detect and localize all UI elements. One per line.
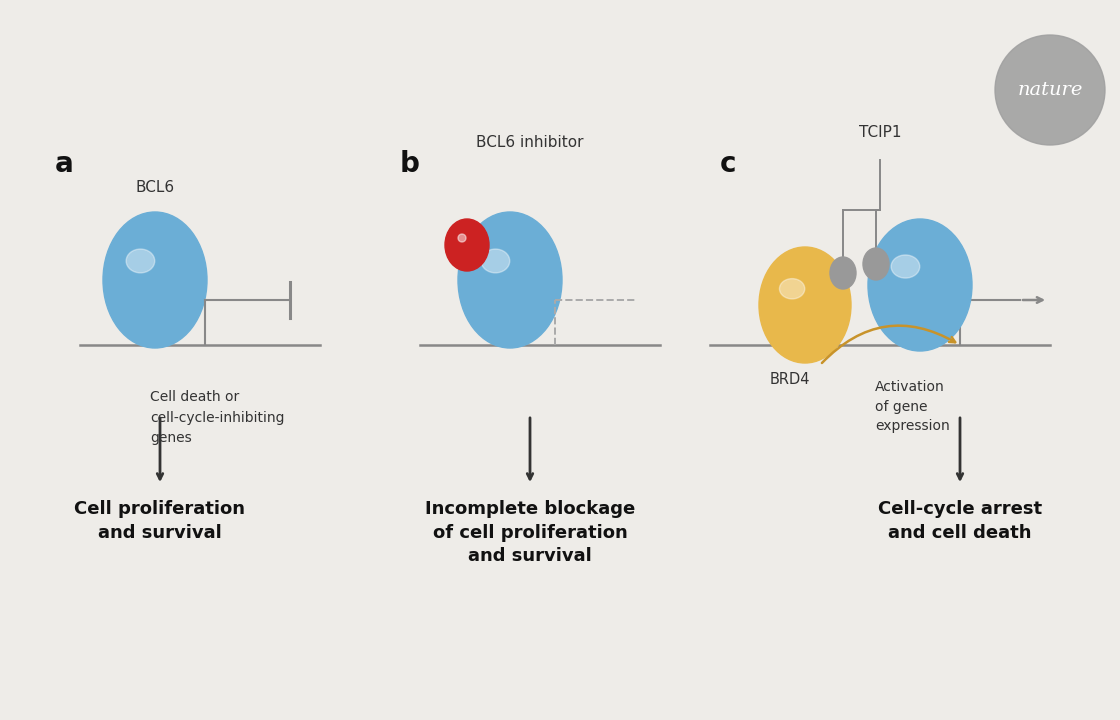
Ellipse shape (458, 212, 562, 348)
Text: BCL6: BCL6 (136, 180, 175, 195)
Ellipse shape (127, 249, 155, 273)
Text: Cell-cycle arrest
and cell death: Cell-cycle arrest and cell death (878, 500, 1042, 541)
Ellipse shape (868, 219, 972, 351)
Ellipse shape (830, 257, 856, 289)
Ellipse shape (864, 248, 889, 280)
Text: a: a (55, 150, 74, 178)
Text: BRD4: BRD4 (769, 372, 810, 387)
Text: Cell proliferation
and survival: Cell proliferation and survival (75, 500, 245, 541)
Ellipse shape (458, 234, 466, 242)
Ellipse shape (759, 247, 851, 363)
Ellipse shape (482, 249, 510, 273)
Ellipse shape (892, 255, 920, 278)
Text: nature: nature (1017, 81, 1083, 99)
Text: b: b (400, 150, 420, 178)
Ellipse shape (445, 219, 489, 271)
Ellipse shape (103, 212, 207, 348)
Circle shape (995, 35, 1105, 145)
Text: c: c (720, 150, 737, 178)
Text: Activation
of gene
expression: Activation of gene expression (875, 380, 950, 433)
Text: Cell death or
cell-cycle-inhibiting
genes: Cell death or cell-cycle-inhibiting gene… (150, 390, 284, 445)
Text: BCL6 inhibitor: BCL6 inhibitor (476, 135, 584, 150)
Ellipse shape (780, 279, 805, 299)
Text: TCIP1: TCIP1 (859, 125, 902, 140)
Text: Incomplete blockage
of cell proliferation
and survival: Incomplete blockage of cell proliferatio… (424, 500, 635, 565)
